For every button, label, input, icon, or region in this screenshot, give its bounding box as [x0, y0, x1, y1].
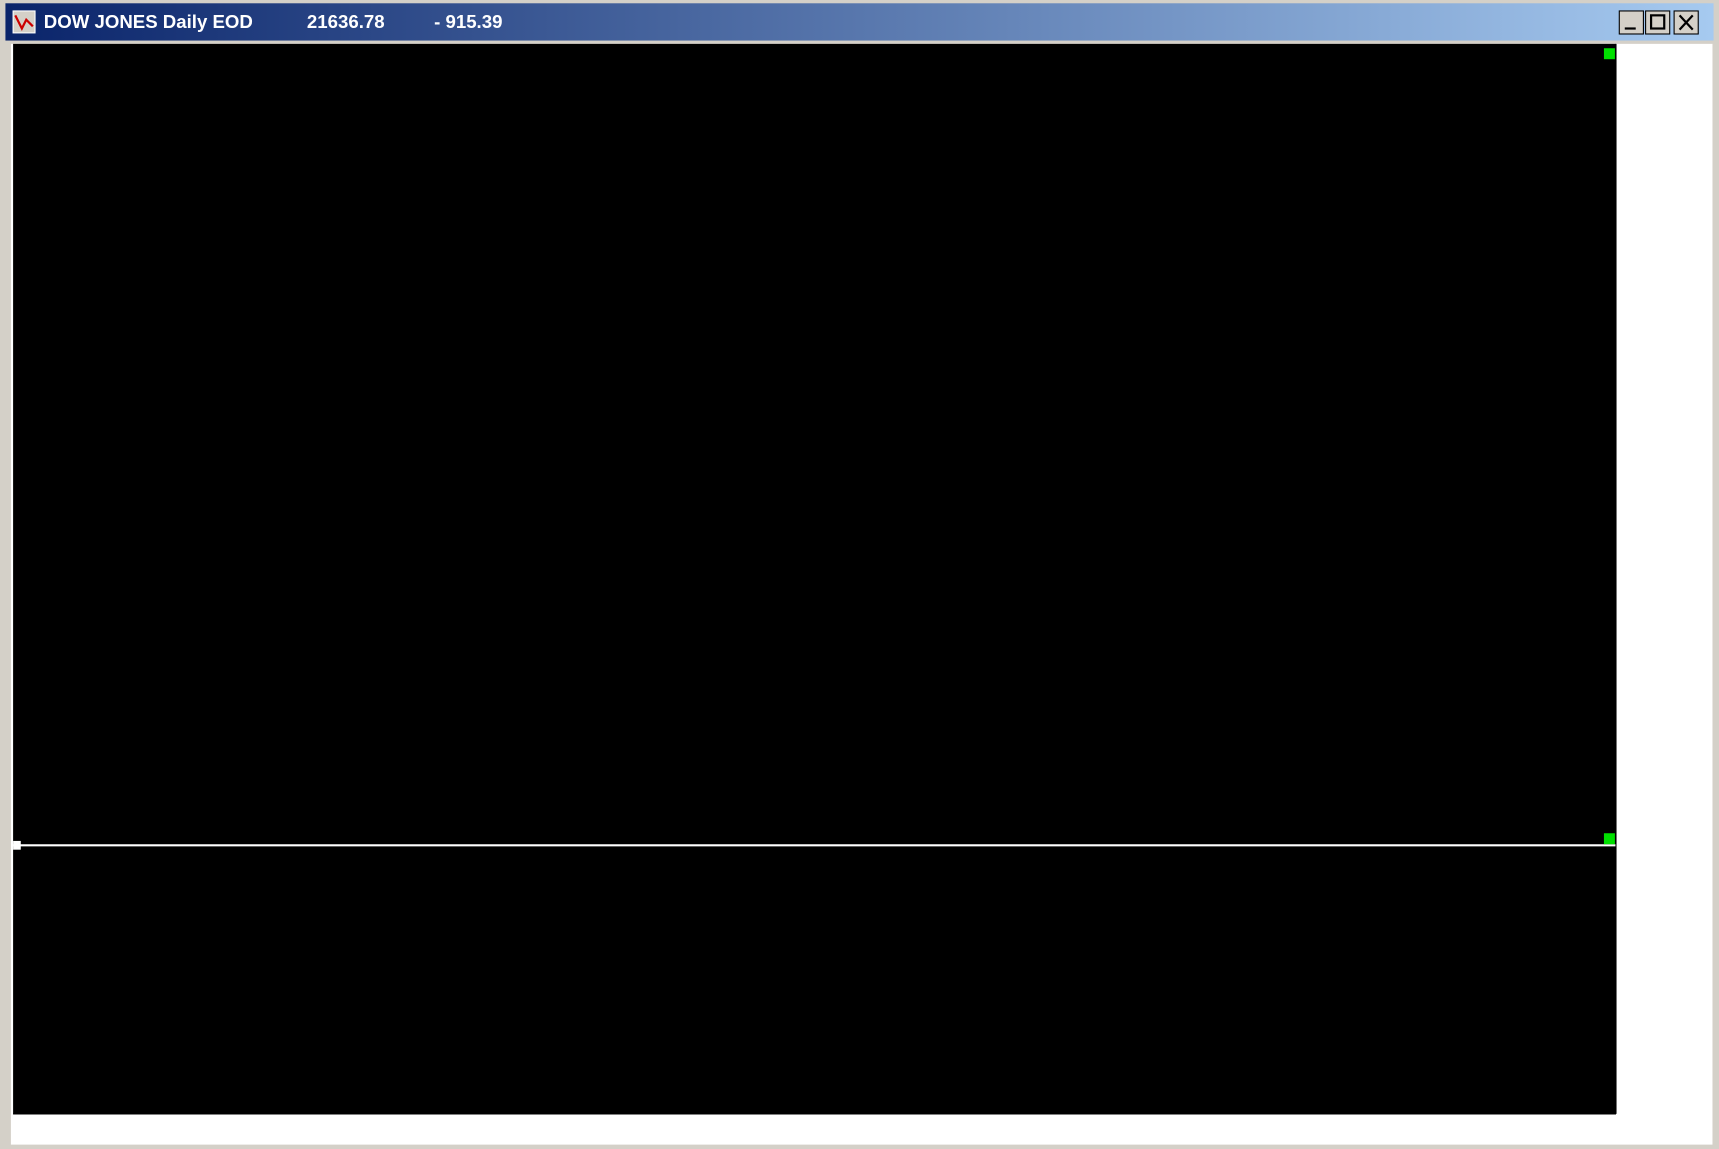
- title-bar: [5, 3, 1714, 41]
- corner-marker: [1603, 48, 1615, 60]
- corner-marker: [1603, 833, 1615, 845]
- window-buttons: [1618, 10, 1699, 35]
- maximize-glyph: [1649, 14, 1666, 30]
- plot-area: [13, 43, 1616, 1114]
- window-last: 21636.78: [307, 11, 385, 32]
- window-change: - 915.39: [434, 11, 502, 32]
- app-icon-glyph: [14, 14, 34, 31]
- window-title: DOW JONES Daily EOD: [44, 11, 253, 32]
- close-glyph: [1678, 14, 1694, 31]
- separator-handle: [13, 840, 21, 850]
- minimize-button[interactable]: [1618, 10, 1644, 35]
